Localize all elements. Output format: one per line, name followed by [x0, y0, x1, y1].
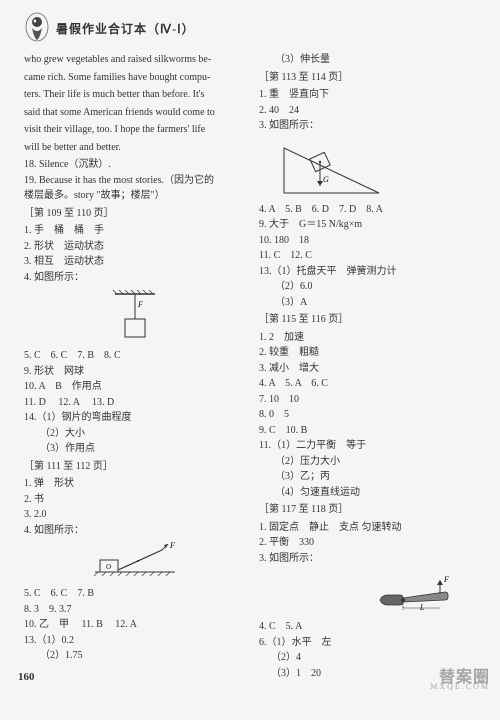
page-number: 160 — [18, 671, 35, 683]
answer-line: 8. 3 9. 3.7 — [24, 602, 245, 618]
watermark-url: MXQE.COM — [430, 682, 490, 691]
answer-line: 19. Because it has the most stories.（因为它… — [24, 173, 245, 189]
answer-line: 1. 手 桶 桶 手 — [24, 223, 245, 239]
answer-line: （2）大小 — [24, 426, 245, 442]
english-text: will be better and better. — [24, 140, 245, 156]
answer-line: 11.（1）二力平衡 等于 — [259, 438, 480, 454]
answer-line: 2. 平衡 330 — [259, 535, 480, 551]
section-heading: ［第 115 至 116 页］ — [259, 312, 480, 328]
answer-line: 4. 如图所示： — [24, 523, 245, 539]
figure-lever: O F — [24, 542, 245, 582]
answer-line: 9. 形状 网球 — [24, 364, 245, 380]
figure-pliers: F L — [259, 570, 480, 615]
answer-line: 楼层最多。story "故事；楼层"） — [24, 188, 245, 204]
svg-text:F: F — [137, 300, 143, 309]
answer-line: 3. 相互 运动状态 — [24, 254, 245, 270]
answer-line: 6.（1）水平 左 — [259, 635, 480, 651]
answer-line: 14.（1）钢片的弯曲程度 — [24, 410, 245, 426]
answer-line: 11. D 12. A 13. D — [24, 395, 245, 411]
answer-line: 4. C 5. A — [259, 619, 480, 635]
answer-line: （3）伸长量 — [259, 52, 480, 68]
answer-line: 1. 固定点 静止 支点 匀速转动 — [259, 520, 480, 536]
answer-line: 9. C 10. B — [259, 423, 480, 439]
svg-text:F: F — [169, 542, 175, 550]
answer-line: 2. 较重 粗糙 — [259, 345, 480, 361]
answer-line: 4. 如图所示： — [24, 270, 245, 286]
english-text: ters. Their life is much better than bef… — [24, 87, 245, 103]
section-heading: ［第 109 至 110 页］ — [24, 206, 245, 222]
answer-line: 10. 乙 甲 11. B 12. A — [24, 617, 245, 633]
answer-line: （2）压力大小 — [259, 454, 480, 470]
answer-line: 2. 形状 运动状态 — [24, 239, 245, 255]
answer-line: 1. 2 加速 — [259, 330, 480, 346]
answer-line: （3）A — [259, 295, 480, 311]
left-column: who grew vegetables and raised silkworms… — [24, 52, 245, 681]
answer-line: 1. 弹 形状 — [24, 476, 245, 492]
answer-line: （2）1.75 — [24, 648, 245, 664]
answer-line: 5. C 6. C 7. B 8. C — [24, 348, 245, 364]
svg-text:F: F — [443, 575, 449, 584]
logo-icon — [24, 12, 50, 44]
english-text: came rich. Some families have bought com… — [24, 70, 245, 86]
answer-line: 4. A 5. B 6. D 7. D 8. A — [259, 202, 480, 218]
svg-text:G: G — [323, 175, 329, 184]
answer-line: 3. 减小 增大 — [259, 361, 480, 377]
answer-line: 3. 如图所示： — [259, 551, 480, 567]
answer-line: 11. C 12. C — [259, 248, 480, 264]
figure-hanging-block: F — [24, 289, 245, 344]
answer-line: 3. 2.0 — [24, 507, 245, 523]
answer-line: 8. 0 5 — [259, 407, 480, 423]
answer-line: 7. 10 10 — [259, 392, 480, 408]
right-column: （3）伸长量 ［第 113 至 114 页］ 1. 重 竖直向下 2. 40 2… — [259, 52, 480, 681]
answer-line: 5. C 6. C 7. B — [24, 586, 245, 602]
answer-line: 18. Silence（沉默）. — [24, 157, 245, 173]
content-columns: who grew vegetables and raised silkworms… — [24, 52, 480, 681]
answer-line: （3）乙；丙 — [259, 469, 480, 485]
answer-line: 4. A 5. A 6. C — [259, 376, 480, 392]
english-text: visit their village, too. I hope the far… — [24, 122, 245, 138]
english-text: said that some American friends would co… — [24, 105, 245, 121]
section-heading: ［第 117 至 118 页］ — [259, 502, 480, 518]
section-heading: ［第 111 至 112 页］ — [24, 459, 245, 475]
section-heading: ［第 113 至 114 页］ — [259, 70, 480, 86]
page-header: 暑假作业合订本（Ⅳ-Ⅰ） — [24, 12, 480, 44]
answer-line: 3. 如图所示： — [259, 118, 480, 134]
answer-line: 1. 重 竖直向下 — [259, 87, 480, 103]
answer-line: （3）作用点 — [24, 441, 245, 457]
answer-line: 2. 40 24 — [259, 103, 480, 119]
answer-line: 13.（1）托盘天平 弹簧测力计 — [259, 264, 480, 280]
english-text: who grew vegetables and raised silkworms… — [24, 52, 245, 68]
answer-line: 13.（1）0.2 — [24, 633, 245, 649]
answer-line: 10. A B 作用点 — [24, 379, 245, 395]
svg-text:O: O — [106, 563, 111, 571]
answer-line: 2. 书 — [24, 492, 245, 508]
header-title: 暑假作业合订本（Ⅳ-Ⅰ） — [56, 20, 195, 37]
answer-line: 10. 180 18 — [259, 233, 480, 249]
answer-line: （2）6.0 — [259, 279, 480, 295]
page-container: 暑假作业合订本（Ⅳ-Ⅰ） who grew vegetables and rai… — [0, 0, 500, 693]
svg-text:L: L — [419, 603, 425, 612]
answer-line: （4）匀速直线运动 — [259, 485, 480, 501]
answer-line: 9. 大于 G＝15 N/kg×m — [259, 217, 480, 233]
figure-incline: G — [259, 138, 480, 198]
